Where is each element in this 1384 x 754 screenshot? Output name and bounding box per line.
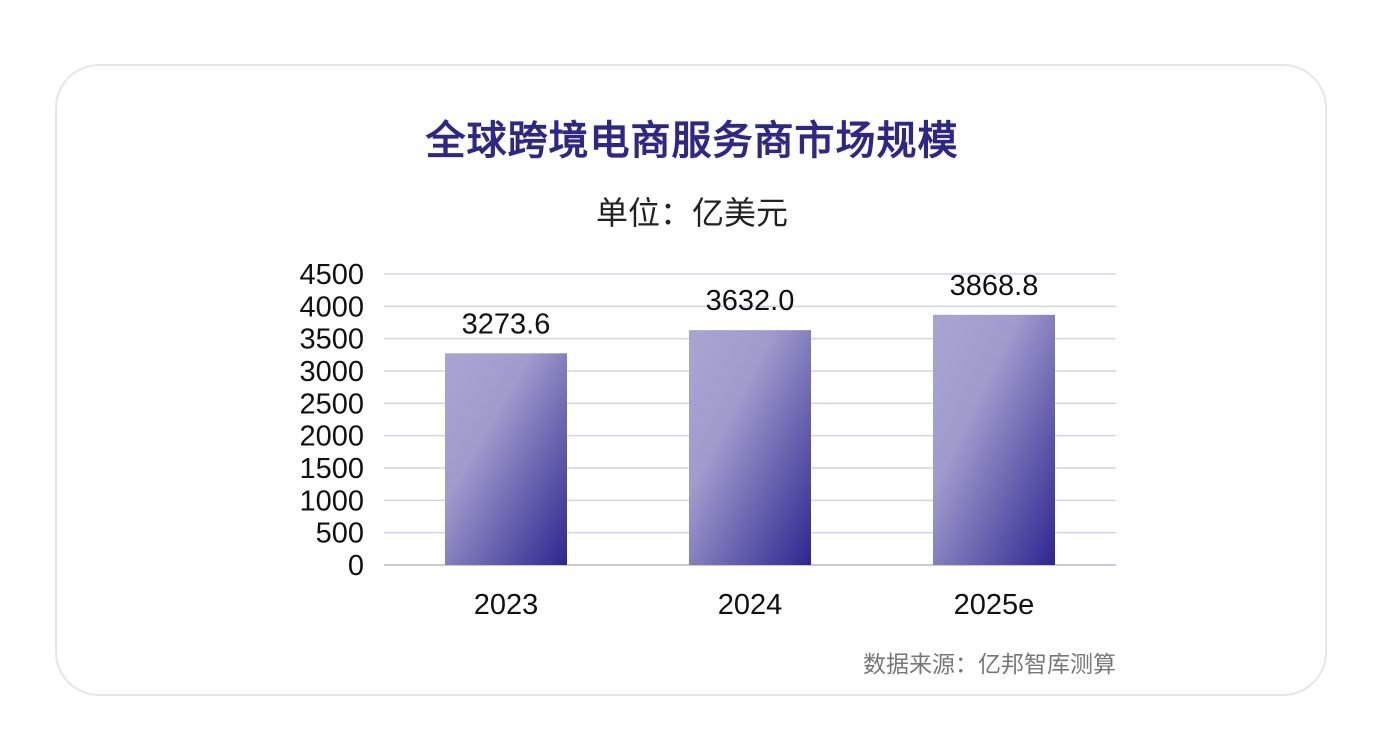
bar-value-label: 3632.0 bbox=[706, 285, 795, 317]
bar bbox=[933, 314, 1055, 565]
bar bbox=[689, 330, 811, 565]
chart-unit-label: 单位：亿美元 bbox=[595, 194, 788, 232]
y-tick-label: 1500 bbox=[299, 453, 364, 485]
x-axis-categories: 2023 2024 2025e bbox=[474, 589, 1035, 621]
y-tick-label: 3000 bbox=[299, 356, 364, 388]
bar-value-label: 3868.8 bbox=[950, 270, 1039, 302]
bar-value-label: 3273.6 bbox=[462, 308, 551, 340]
y-tick-label: 2000 bbox=[299, 421, 364, 453]
y-tick-label: 1000 bbox=[299, 485, 364, 517]
data-source-note: 数据来源：亿邦智库测算 bbox=[863, 652, 1116, 678]
x-category-label: 2024 bbox=[718, 589, 783, 621]
x-category-label: 2025e bbox=[954, 589, 1035, 621]
data-labels: 3273.6 3632.0 3868.8 bbox=[462, 270, 1039, 340]
y-tick-label: 4000 bbox=[299, 291, 364, 323]
y-tick-label: 500 bbox=[316, 518, 364, 550]
y-tick-label: 4500 bbox=[299, 259, 364, 291]
y-tick-label: 2500 bbox=[299, 388, 364, 420]
x-category-label: 2023 bbox=[474, 589, 539, 621]
bars bbox=[445, 314, 1055, 565]
bar bbox=[445, 353, 567, 565]
y-tick-label: 3500 bbox=[299, 324, 364, 356]
y-tick-label: 0 bbox=[348, 550, 364, 582]
chart-title: 全球跨境电商服务商市场规模 bbox=[425, 118, 959, 164]
